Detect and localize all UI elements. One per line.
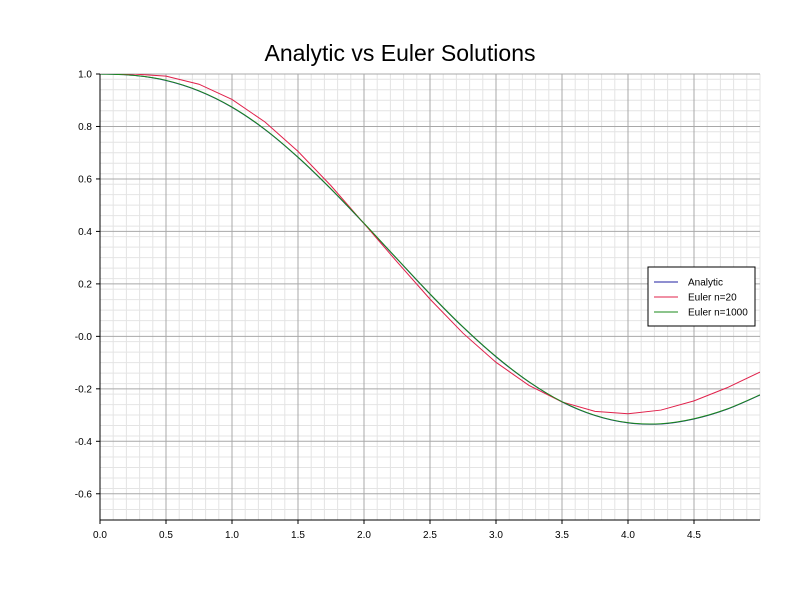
x-tick-label: 3.0	[489, 530, 503, 541]
x-tick-label: 3.5	[555, 530, 569, 541]
y-tick-label: 0.6	[78, 174, 92, 185]
series-clip-group	[100, 74, 760, 425]
y-tick-label: 0.8	[78, 122, 92, 133]
y-tick-label: -0.2	[75, 384, 93, 395]
y-tick-label: -0.6	[75, 489, 93, 500]
series-line-euler-n-20	[100, 74, 760, 415]
legend-label: Euler n=20	[688, 293, 737, 304]
x-tick-label: 2.5	[423, 530, 437, 541]
y-tick-label: 0.2	[78, 279, 92, 290]
y-tick-label: 0.4	[78, 227, 92, 238]
x-tick-label: 4.5	[687, 530, 701, 541]
x-tick-label: 1.5	[291, 530, 305, 541]
y-tick-label: -0.4	[75, 437, 93, 448]
y-tick-label: -0.0	[75, 332, 93, 343]
series-layer	[100, 74, 760, 425]
legend-label: Euler n=1000	[688, 308, 748, 319]
legend: Analytic Euler n=20 Euler n=1000	[647, 266, 756, 327]
x-tick-label: 4.0	[621, 530, 635, 541]
series-line-euler-n-1000	[100, 74, 760, 425]
grid	[99, 73, 761, 521]
x-tick-label: 0.5	[159, 530, 173, 541]
axes: 0.0 0.5 1.0 1.5 2.0 2.5 3.0 3.5 4.0 4.5 1.0 0.8 0.6 0…	[75, 70, 760, 541]
legend-label: Analytic	[688, 278, 723, 289]
x-tick-label: 0.0	[93, 530, 107, 541]
x-tick-label: 2.0	[357, 530, 371, 541]
y-tick-label: 1.0	[78, 70, 92, 81]
chart-title: Analytic vs Euler Solutions	[264, 40, 536, 66]
x-tick-label: 1.0	[225, 530, 239, 541]
